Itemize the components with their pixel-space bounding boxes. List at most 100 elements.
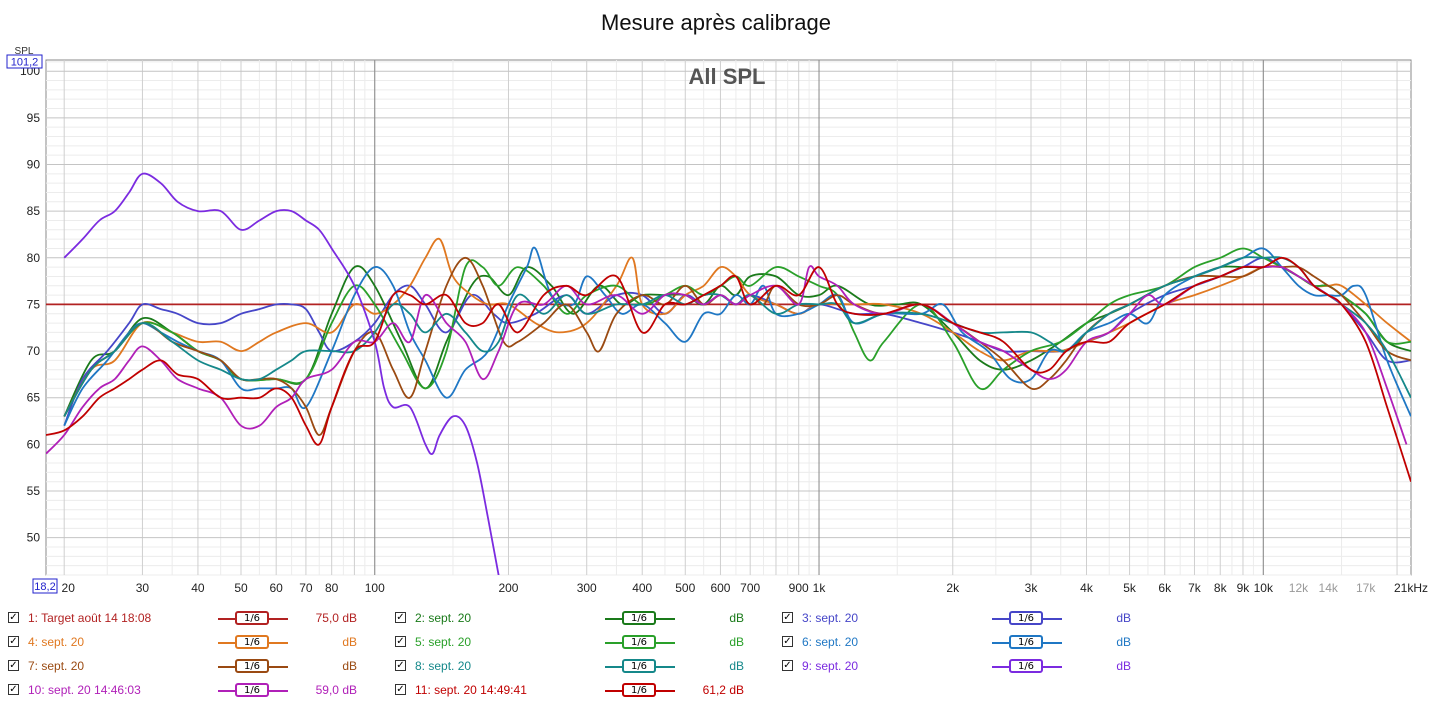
- legend-checkbox[interactable]: ✓: [8, 660, 19, 671]
- legend-checkbox[interactable]: ✓: [395, 684, 406, 695]
- series-line-4: [63, 237, 1411, 417]
- legend-checkbox[interactable]: ✓: [782, 636, 793, 647]
- legend-checkbox[interactable]: ✓: [8, 636, 19, 647]
- smoothing-label: 1/6: [622, 635, 656, 649]
- x-tick-label: 900: [789, 581, 809, 595]
- legend-value: dB: [729, 635, 744, 649]
- legend-label: 1: Target août 14 18:08: [28, 611, 152, 625]
- legend-item-4: ✓ 4: sept. 20 1/6 dB: [8, 634, 448, 654]
- smoothing-label: 1/6: [622, 611, 656, 625]
- x-tick-label: 600: [710, 581, 730, 595]
- y-tick-label: 95: [27, 111, 41, 125]
- smoothing-button[interactable]: 1/6: [218, 610, 288, 628]
- x-tick-label: 400: [632, 581, 652, 595]
- legend-label: 5: sept. 20: [415, 635, 472, 649]
- legend-checkbox[interactable]: ✓: [395, 660, 406, 671]
- legend-item-1: ✓ 1: Target août 14 18:08 1/6 75,0 dB: [8, 610, 448, 630]
- legend-item-11: ✓ 11: sept. 20 14:49:41 1/6 61,2 dB: [395, 682, 835, 702]
- chart-subtitle: All SPL: [688, 64, 765, 89]
- x-tick-label: 1k: [813, 581, 827, 595]
- series-line-5: [63, 247, 1411, 417]
- y-tick-label: 50: [27, 531, 41, 545]
- y-tick-label: 65: [27, 391, 41, 405]
- series-lines: [46, 172, 1411, 575]
- x-axis-ticks: 20 30 40 50 60 70 80 100 200 300 400 500 600 700 900 1k…: [62, 581, 1428, 595]
- x-tick-label: 12k: [1289, 581, 1309, 595]
- legend-checkbox[interactable]: ✓: [8, 684, 19, 695]
- legend-checkbox[interactable]: ✓: [395, 612, 406, 623]
- legend-value: dB: [342, 635, 357, 649]
- smoothing-button[interactable]: 1/6: [992, 634, 1062, 652]
- y-tick-label: 70: [27, 344, 41, 358]
- x-tick-label: 20: [62, 581, 76, 595]
- legend-value: dB: [1116, 659, 1131, 673]
- x-tick-label: 10k: [1254, 581, 1274, 595]
- legend-label: 2: sept. 20: [415, 611, 472, 625]
- legend-checkbox[interactable]: ✓: [8, 612, 19, 623]
- x-tick-label: 14k: [1319, 581, 1339, 595]
- x-tick-label: 80: [325, 581, 339, 595]
- legend-label: 11: sept. 20 14:49:41: [415, 683, 527, 697]
- x-tick-label: 100: [365, 581, 385, 595]
- smoothing-button[interactable]: 1/6: [605, 658, 675, 676]
- legend-label: 7: sept. 20: [28, 659, 85, 673]
- y-top-readout-box[interactable]: [6, 54, 43, 69]
- legend-item-7: ✓ 7: sept. 20 1/6 dB: [8, 658, 448, 678]
- x-tick-label: 70: [299, 581, 313, 595]
- smoothing-label: 1/6: [1009, 611, 1043, 625]
- legend-label: 9: sept. 20: [802, 659, 859, 673]
- x-tick-label: 7k: [1188, 581, 1202, 595]
- smoothing-label: 1/6: [235, 611, 269, 625]
- smoothing-button[interactable]: 1/6: [218, 682, 288, 700]
- legend-item-9: ✓ 9: sept. 20 1/6 dB: [782, 658, 1222, 678]
- smoothing-button[interactable]: 1/6: [605, 634, 675, 652]
- smoothing-button[interactable]: 1/6: [218, 658, 288, 676]
- x-tick-label: 700: [740, 581, 760, 595]
- x-tick-label: 8k: [1214, 581, 1228, 595]
- series-line-11: [46, 256, 1411, 482]
- legend-value: dB: [729, 611, 744, 625]
- x-tick-label: 2k: [946, 581, 960, 595]
- legend-value: dB: [729, 659, 744, 673]
- legend-value: 75,0 dB: [315, 611, 357, 625]
- x-tick-label: 9k: [1237, 581, 1251, 595]
- smoothing-button[interactable]: 1/6: [992, 658, 1062, 676]
- legend-value: dB: [1116, 635, 1131, 649]
- smoothing-label: 1/6: [1009, 659, 1043, 673]
- y-tick-label: 75: [27, 297, 41, 311]
- legend: ✓ 1: Target août 14 18:08 1/6 75,0 dB ✓ 2: se…: [0, 604, 1433, 704]
- y-axis-label: SPL: [15, 46, 34, 57]
- x-tick-label: 300: [577, 581, 597, 595]
- x-tick-label: 500: [675, 581, 695, 595]
- legend-value: dB: [342, 659, 357, 673]
- legend-label: 10: sept. 20 14:46:03: [28, 683, 141, 697]
- frequency-response-chart: Mesure après calibrage 50 55 60 65 70 75 80 85 9…: [6, 10, 1428, 595]
- smoothing-button[interactable]: 1/6: [605, 682, 675, 700]
- legend-item-8: ✓ 8: sept. 20 1/6 dB: [395, 658, 835, 678]
- smoothing-button[interactable]: 1/6: [218, 634, 288, 652]
- legend-checkbox[interactable]: ✓: [782, 660, 793, 671]
- legend-checkbox[interactable]: ✓: [782, 612, 793, 623]
- smoothing-button[interactable]: 1/6: [605, 610, 675, 628]
- legend-value: 61,2 dB: [702, 683, 744, 697]
- legend-label: 4: sept. 20: [28, 635, 85, 649]
- legend-item-6: ✓ 6: sept. 20 1/6 dB: [782, 634, 1222, 654]
- grid-minor: [46, 60, 1411, 576]
- legend-item-2: ✓ 2: sept. 20 1/6 dB: [395, 610, 835, 630]
- legend-checkbox[interactable]: ✓: [395, 636, 406, 647]
- y-tick-label: 80: [27, 251, 41, 265]
- x-tick-label: 3k: [1025, 581, 1039, 595]
- smoothing-button[interactable]: 1/6: [992, 610, 1062, 628]
- x-left-readout-box[interactable]: [32, 578, 58, 594]
- legend-value: 59,0 dB: [315, 683, 357, 697]
- x-tick-label: 40: [191, 581, 205, 595]
- x-tick-label: 21kHz: [1394, 581, 1428, 595]
- x-tick-label: 4k: [1080, 581, 1094, 595]
- grid-major: [46, 60, 1411, 575]
- y-top-readout: 101,2: [11, 57, 39, 69]
- smoothing-label: 1/6: [235, 659, 269, 673]
- plot-area[interactable]: [45, 59, 1412, 576]
- legend-item-10: ✓ 10: sept. 20 14:46:03 1/6 59,0 dB: [8, 682, 448, 702]
- x-left-readout: 18,2: [34, 581, 55, 593]
